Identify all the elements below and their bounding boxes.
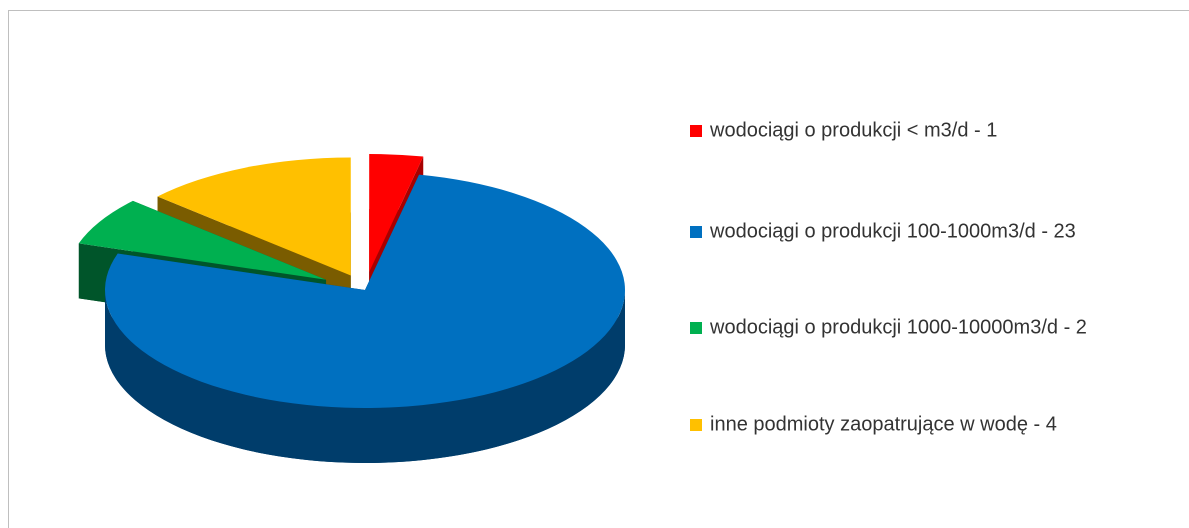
legend-label: wodociągi o produkcji < m3/d - 1 (709, 119, 997, 141)
legend-swatch (690, 125, 702, 137)
legend-swatch (690, 322, 702, 334)
slice (78, 200, 327, 280)
legend-label: wodociągi o produkcji 1000-10000m3/d - 2 (709, 316, 1087, 338)
slice-outer-wall (105, 290, 625, 463)
slice (104, 174, 626, 409)
slice (157, 157, 351, 276)
slice (369, 153, 424, 272)
legend-swatch (690, 419, 702, 431)
legend-label: inne podmioty zaopatrujące w wodę - 4 (710, 413, 1057, 435)
legend-swatch (690, 226, 702, 238)
legend-label: wodociągi o produkcji 100-1000m3/d - 23 (709, 220, 1076, 242)
